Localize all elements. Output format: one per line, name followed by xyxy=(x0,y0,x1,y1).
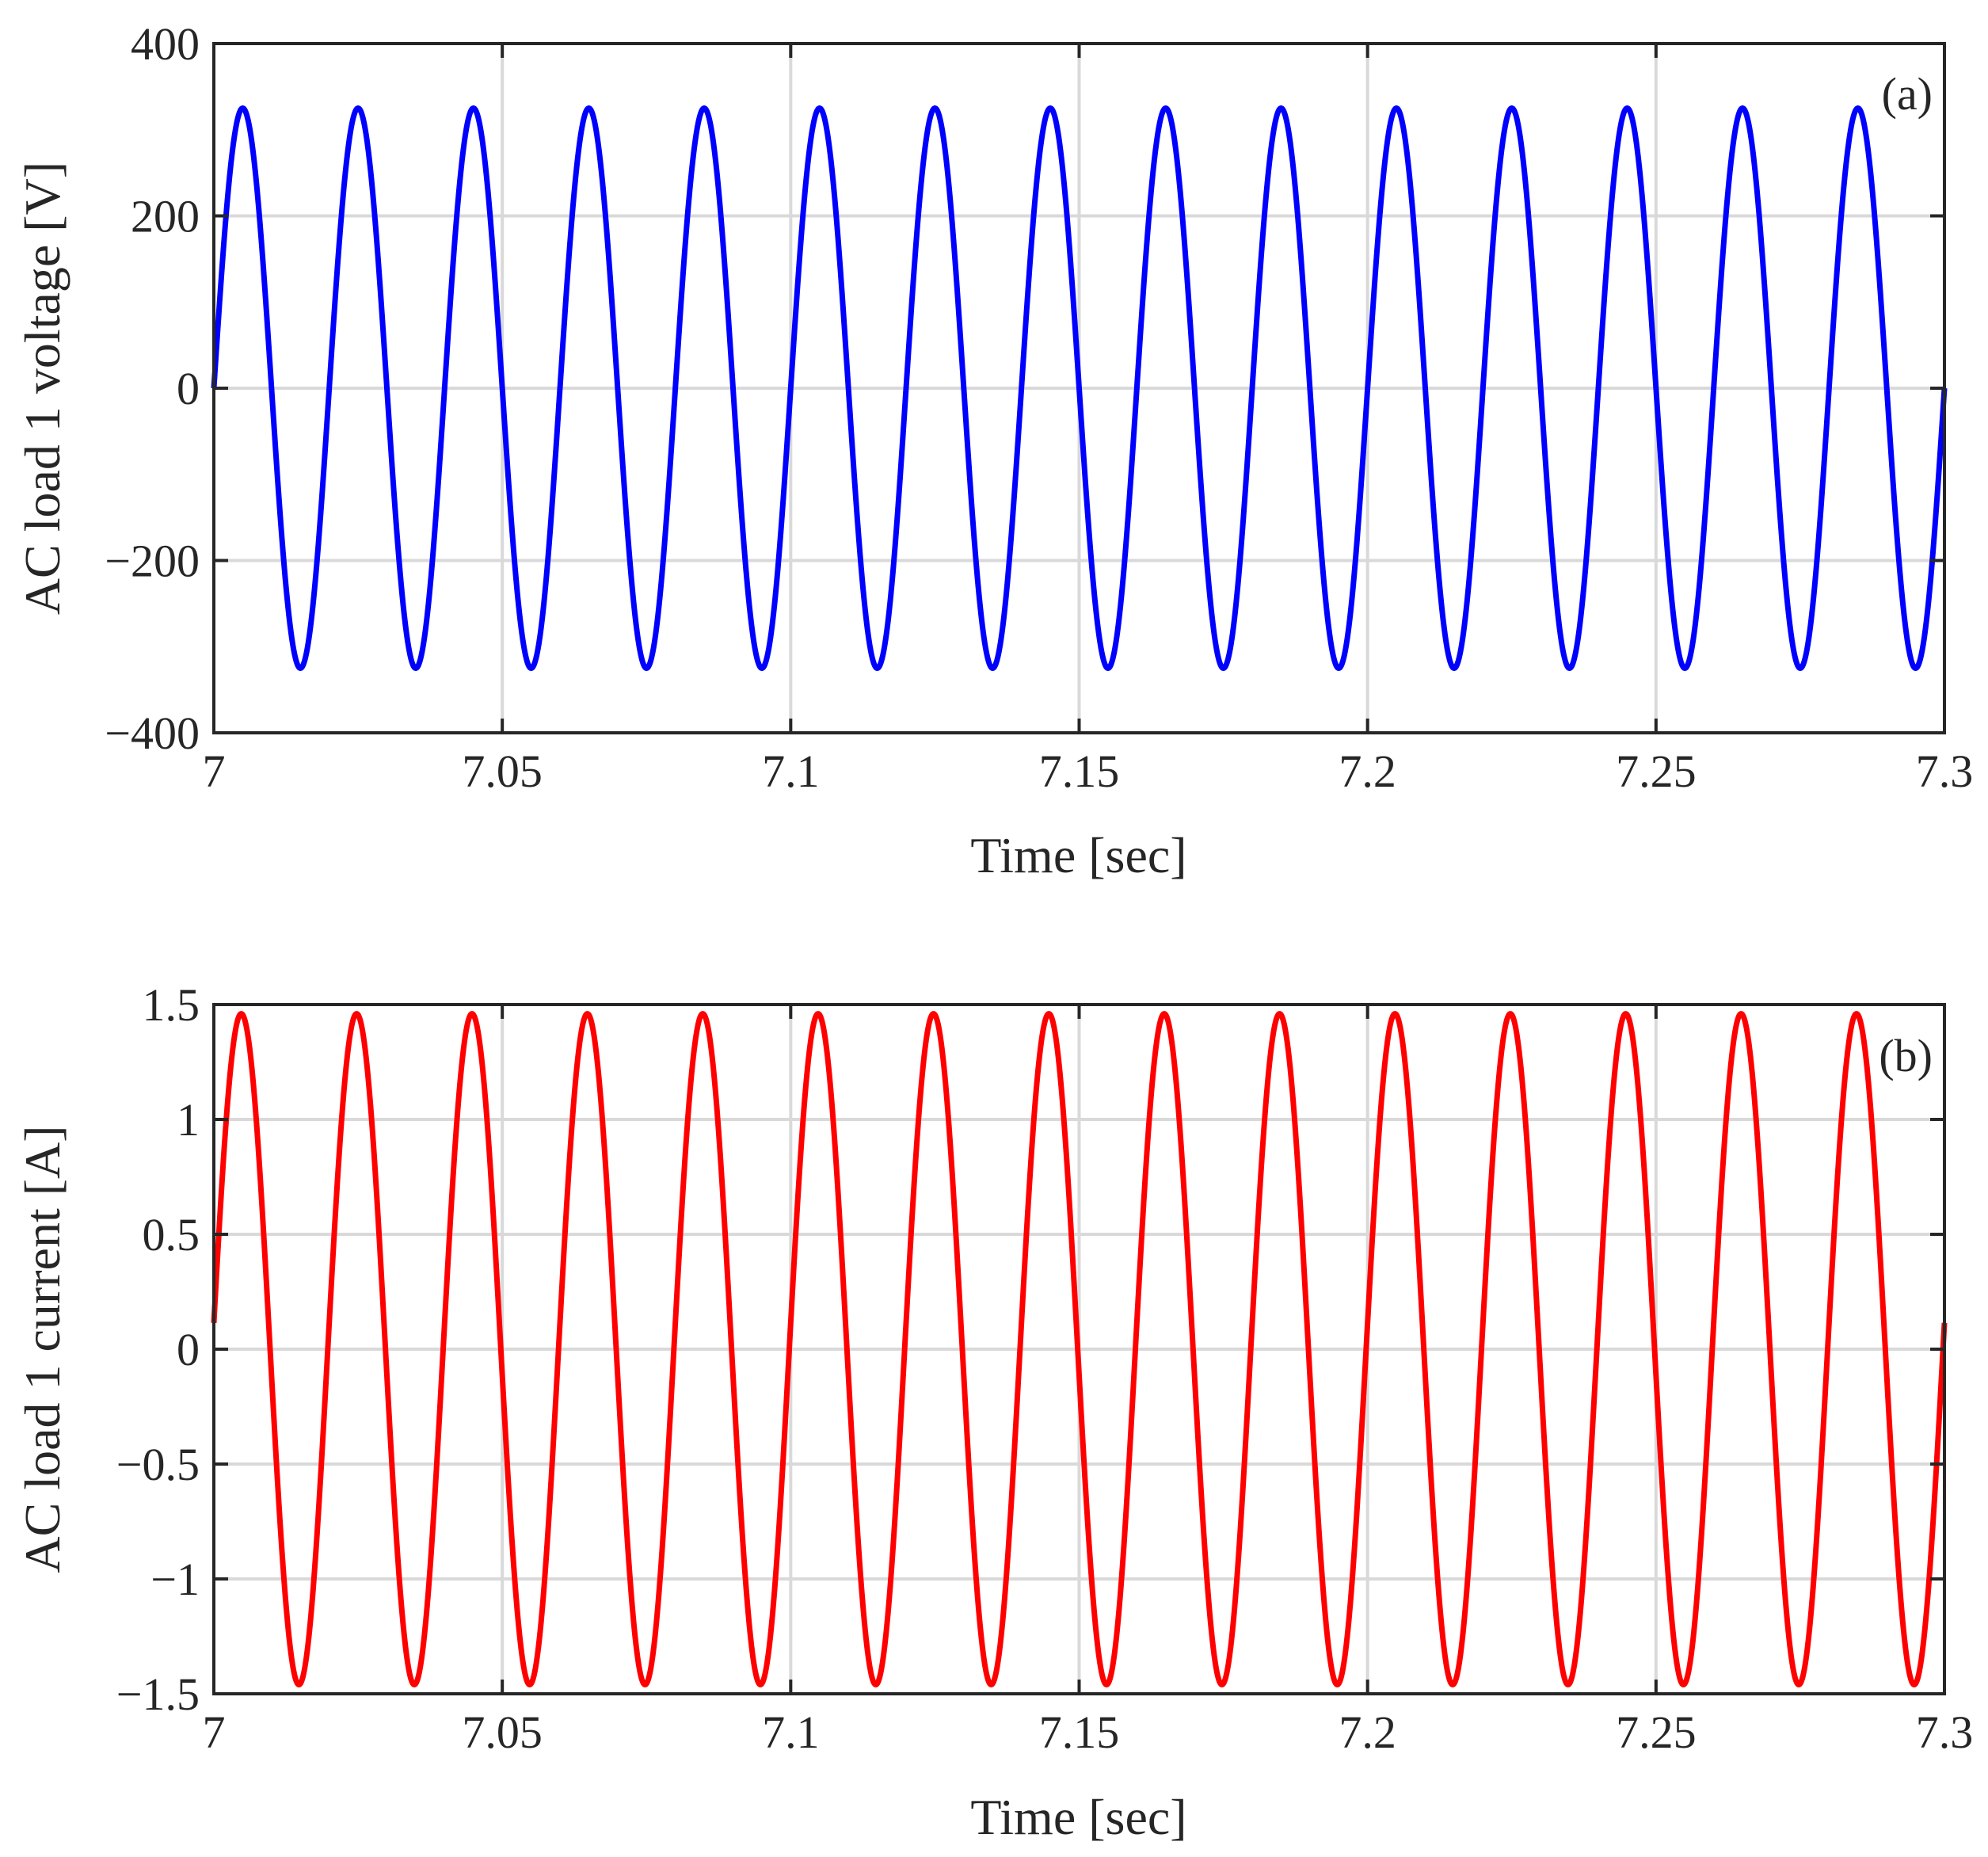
voltage-y-tick-labels: 400 200 0 −200 −400 xyxy=(105,18,200,759)
current-y-tick-label: 1.5 xyxy=(143,979,200,1031)
current-y-tick-label: −1.5 xyxy=(116,1668,200,1720)
voltage-y-tick-label: −400 xyxy=(105,707,200,759)
voltage-panel: 7 7.05 7.1 7.15 7.2 7.25 7.3 400 200 0 −200 −400 T… xyxy=(14,18,1973,883)
voltage-trace-layer xyxy=(211,105,1948,671)
current-x-tick-label: 7.25 xyxy=(1616,1706,1697,1758)
voltage-y-tick-label: 200 xyxy=(131,191,200,242)
current-x-tick-label: 7.3 xyxy=(1916,1706,1974,1758)
current-trace-layer xyxy=(211,1011,1948,1687)
voltage-tick-marks xyxy=(212,42,1946,734)
current-series-line xyxy=(211,1011,1948,1687)
current-x-tick-label: 7 xyxy=(203,1706,226,1758)
voltage-y-tick-label: 0 xyxy=(177,363,200,414)
voltage-panel-tag: (a) xyxy=(1882,68,1933,120)
voltage-x-tick-labels: 7 7.05 7.1 7.15 7.2 7.25 7.3 xyxy=(203,745,1974,797)
current-y-tick-label: −1 xyxy=(150,1554,200,1605)
voltage-x-axis-label: Time [sec] xyxy=(970,827,1186,883)
voltage-y-axis-label: AC load 1 voltage [V] xyxy=(14,162,70,615)
current-panel-tag: (b) xyxy=(1879,1030,1933,1081)
current-x-tick-label: 7.05 xyxy=(462,1706,543,1758)
current-y-tick-label: 0 xyxy=(177,1324,200,1375)
current-x-tick-label: 7.15 xyxy=(1039,1706,1120,1758)
voltage-x-tick-label: 7.2 xyxy=(1339,745,1396,797)
current-x-axis-label: Time [sec] xyxy=(970,1789,1186,1845)
voltage-x-tick-label: 7.3 xyxy=(1916,745,1974,797)
voltage-x-tick-label: 7.25 xyxy=(1616,745,1697,797)
current-x-tick-label: 7.1 xyxy=(762,1706,820,1758)
current-panel: 7 7.05 7.1 7.15 7.2 7.25 7.3 1.5 1 0.5 0 −0.5 −1 −1.… xyxy=(14,979,1973,1845)
voltage-y-tick-label: 400 xyxy=(131,18,200,70)
current-y-tick-labels: 1.5 1 0.5 0 −0.5 −1 −1.5 xyxy=(116,979,200,1720)
current-y-tick-label: 0.5 xyxy=(143,1209,200,1260)
current-x-tick-labels: 7 7.05 7.1 7.15 7.2 7.25 7.3 xyxy=(203,1706,1974,1758)
current-y-axis-label: AC load 1 current [A] xyxy=(14,1125,70,1573)
current-x-tick-label: 7.2 xyxy=(1339,1706,1396,1758)
current-y-tick-label: −0.5 xyxy=(116,1439,200,1490)
current-tick-marks xyxy=(212,1003,1946,1695)
voltage-y-tick-label: −200 xyxy=(105,536,200,587)
voltage-series-line xyxy=(211,105,1948,671)
voltage-x-tick-label: 7.1 xyxy=(762,745,820,797)
voltage-x-tick-label: 7.05 xyxy=(462,745,543,797)
current-y-tick-label: 1 xyxy=(177,1094,200,1146)
voltage-x-tick-label: 7.15 xyxy=(1039,745,1120,797)
voltage-x-tick-label: 7 xyxy=(203,745,226,797)
